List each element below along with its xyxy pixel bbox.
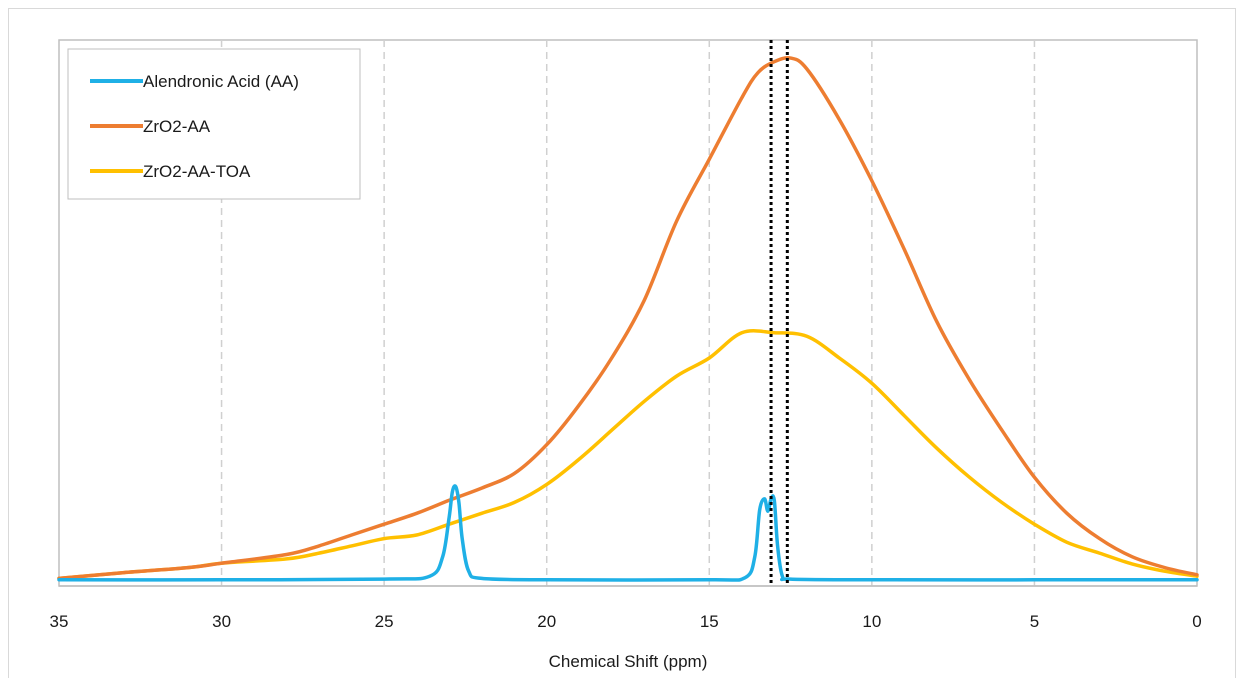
legend-label-1: ZrO2-AA bbox=[143, 117, 211, 136]
x-tick-label-10: 10 bbox=[862, 612, 881, 631]
x-tick-label-0: 0 bbox=[1192, 612, 1201, 631]
x-tick-label-5: 5 bbox=[1030, 612, 1039, 631]
reference-lines bbox=[769, 40, 789, 586]
x-tick-label-15: 15 bbox=[700, 612, 719, 631]
x-axis-title: Chemical Shift (ppm) bbox=[549, 652, 708, 671]
series-line-0 bbox=[57, 484, 1199, 582]
x-tick-labels: 35 30 25 20 15 10 5 0 bbox=[50, 612, 1202, 631]
x-tick-label-20: 20 bbox=[537, 612, 556, 631]
series-lines bbox=[57, 56, 1199, 582]
x-tick-label-35: 35 bbox=[50, 612, 69, 631]
x-tick-label-30: 30 bbox=[212, 612, 231, 631]
legend-label-0: Alendronic Acid (AA) bbox=[143, 72, 299, 91]
series-line-1 bbox=[57, 56, 1199, 581]
series-line-2 bbox=[57, 328, 1199, 581]
chart-frame bbox=[8, 8, 1236, 678]
x-tick-label-25: 25 bbox=[375, 612, 394, 631]
legend: Alendronic Acid (AA) ZrO2-AA ZrO2-AA-TOA bbox=[67, 48, 361, 200]
legend-label-2: ZrO2-AA-TOA bbox=[143, 162, 251, 181]
